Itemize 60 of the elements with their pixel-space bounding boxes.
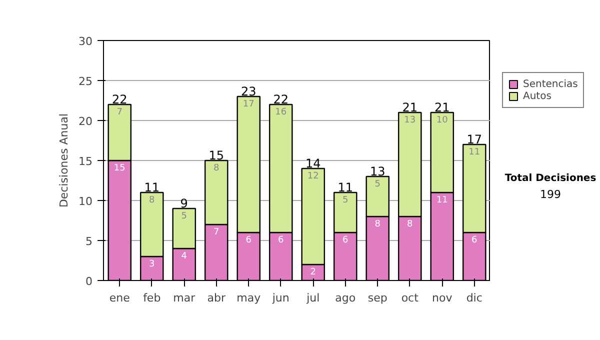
y-tick-label: 0 — [86, 275, 92, 288]
x-tick-label: sep — [368, 292, 388, 304]
data-label: 5 — [342, 196, 348, 206]
data-label: 6 — [246, 236, 252, 246]
data-label: 13 — [404, 116, 416, 126]
x-tick-label: mar — [173, 292, 196, 304]
total-label: 9 — [180, 196, 188, 210]
x-tick-label: dic — [466, 292, 482, 304]
y-tick-label: 30 — [78, 35, 93, 48]
x-tick-label: jul — [306, 292, 320, 304]
x-tick-label: abr — [207, 292, 226, 304]
x-tick-label: ago — [335, 292, 356, 304]
data-label: 5 — [374, 180, 380, 190]
legend-label: Autos — [523, 90, 552, 102]
data-label: 3 — [149, 260, 155, 270]
total-label: 13 — [370, 164, 386, 178]
total-label: 22 — [112, 92, 128, 106]
total-label: 23 — [240, 84, 256, 98]
y-tick-label: 10 — [78, 195, 93, 208]
x-tick-label: nov — [432, 292, 453, 304]
text: Total Decisiones — [504, 173, 596, 184]
total-label: 11 — [338, 180, 354, 194]
y-tick-label: 20 — [78, 115, 93, 128]
data-label: 4 — [181, 252, 188, 262]
total-label: 11 — [144, 180, 160, 194]
data-label: 17 — [242, 100, 254, 110]
x-tick-label: may — [236, 292, 262, 304]
total-label: 22 — [273, 92, 289, 106]
x-tick-label: feb — [143, 292, 161, 304]
data-label: 11 — [436, 196, 448, 206]
data-label: 11 — [468, 148, 480, 158]
total-label: 21 — [434, 100, 450, 114]
data-label: 12 — [307, 172, 319, 182]
y-tick-label: 25 — [78, 75, 93, 88]
data-label: 8 — [214, 164, 220, 174]
data-label: 8 — [374, 220, 381, 230]
x-tick-label: oct — [401, 292, 420, 304]
data-label: 7 — [214, 228, 220, 238]
data-label: 6 — [342, 236, 349, 246]
data-label: 6 — [278, 236, 284, 246]
data-label: 10 — [436, 116, 448, 126]
data-label: 8 — [149, 196, 156, 206]
legend-label: Sentencias — [523, 78, 578, 90]
data-label: 16 — [275, 108, 287, 118]
total-label: 17 — [466, 132, 482, 146]
data-label: 5 — [181, 212, 187, 222]
y-tick-label: 5 — [86, 235, 92, 248]
data-label: 2 — [310, 268, 316, 278]
text: 199 — [540, 188, 561, 202]
data-label: 15 — [114, 164, 126, 174]
total-label: 15 — [208, 148, 224, 162]
data-label: 6 — [472, 236, 478, 246]
y-axis-title: Decisiones Anual — [58, 113, 71, 208]
total-label: 14 — [305, 156, 321, 170]
total-label: 21 — [402, 100, 418, 114]
y-tick-label: 15 — [78, 155, 93, 168]
x-tick-label: ene — [109, 292, 130, 304]
data-label: 8 — [407, 220, 414, 230]
x-tick-label: jun — [271, 292, 290, 304]
data-label: 7 — [116, 108, 122, 118]
